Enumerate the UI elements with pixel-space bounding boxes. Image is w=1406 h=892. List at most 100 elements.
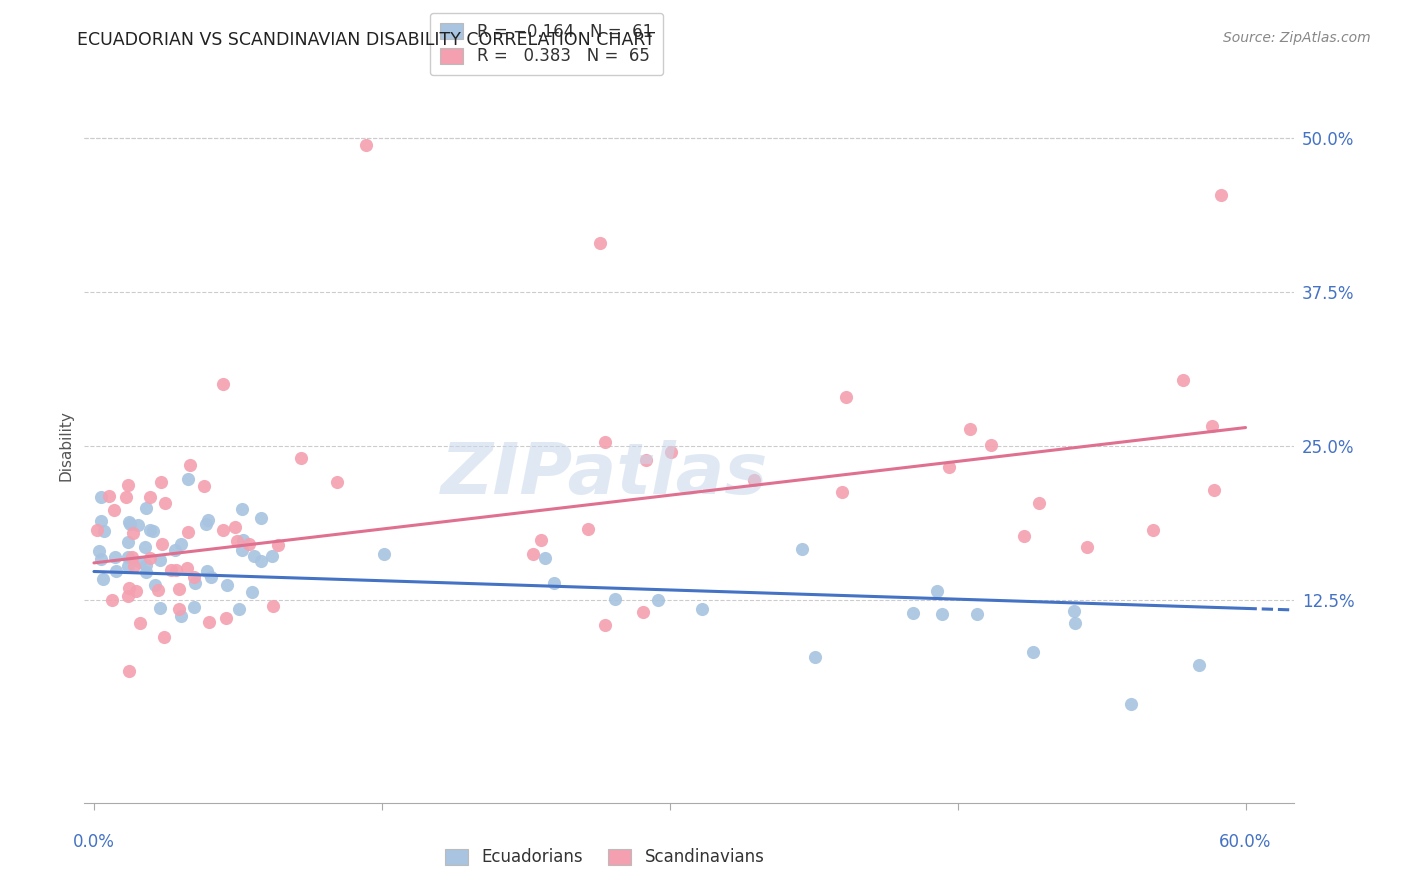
Point bbox=[170, 537, 193, 551]
Point bbox=[231, 501, 253, 516]
Point bbox=[225, 533, 247, 548]
Point bbox=[589, 235, 612, 250]
Point bbox=[101, 592, 124, 607]
Point bbox=[373, 547, 395, 561]
Point bbox=[522, 547, 544, 561]
Point bbox=[117, 535, 139, 549]
Point bbox=[966, 607, 988, 622]
Point bbox=[117, 665, 139, 679]
Point bbox=[530, 533, 553, 547]
Point bbox=[249, 554, 271, 568]
Point bbox=[240, 585, 263, 599]
Point bbox=[534, 550, 557, 565]
Point bbox=[217, 578, 239, 592]
Point bbox=[89, 544, 111, 558]
Point bbox=[603, 592, 626, 607]
Point bbox=[90, 514, 112, 528]
Point bbox=[1063, 604, 1085, 618]
Point bbox=[659, 445, 682, 459]
Point bbox=[250, 511, 273, 525]
Point bbox=[835, 390, 858, 404]
Point bbox=[142, 524, 165, 538]
Point bbox=[197, 514, 219, 528]
Point bbox=[267, 538, 290, 552]
Point bbox=[938, 459, 960, 474]
Point bbox=[150, 475, 173, 489]
Point bbox=[117, 549, 139, 564]
Point bbox=[792, 541, 814, 556]
Point bbox=[290, 450, 312, 465]
Point bbox=[224, 520, 246, 534]
Point bbox=[931, 607, 953, 621]
Point bbox=[260, 549, 283, 563]
Point bbox=[143, 577, 166, 591]
Point bbox=[243, 549, 266, 563]
Point bbox=[149, 552, 172, 566]
Point bbox=[543, 575, 565, 590]
Point bbox=[115, 490, 138, 504]
Point bbox=[959, 422, 981, 436]
Point bbox=[232, 533, 254, 547]
Y-axis label: Disability: Disability bbox=[58, 410, 73, 482]
Point bbox=[103, 503, 125, 517]
Point bbox=[134, 540, 156, 554]
Text: 0.0%: 0.0% bbox=[73, 833, 115, 851]
Point bbox=[176, 561, 198, 575]
Point bbox=[150, 537, 173, 551]
Point bbox=[127, 517, 149, 532]
Point bbox=[91, 572, 114, 586]
Point bbox=[831, 485, 853, 500]
Point bbox=[128, 555, 150, 569]
Point bbox=[595, 435, 617, 450]
Point bbox=[118, 582, 141, 596]
Point bbox=[167, 602, 190, 616]
Point bbox=[139, 490, 162, 504]
Point bbox=[122, 559, 145, 574]
Point bbox=[93, 524, 115, 538]
Point bbox=[576, 522, 599, 536]
Legend: Ecuadorians, Scandinavians: Ecuadorians, Scandinavians bbox=[436, 840, 773, 875]
Point bbox=[634, 453, 657, 467]
Point bbox=[125, 584, 148, 599]
Point bbox=[183, 570, 205, 584]
Point bbox=[744, 473, 766, 487]
Point bbox=[231, 542, 253, 557]
Point bbox=[1173, 373, 1195, 387]
Point bbox=[690, 602, 713, 616]
Point bbox=[1201, 418, 1223, 433]
Point bbox=[804, 649, 827, 664]
Point bbox=[184, 576, 207, 591]
Point bbox=[128, 616, 150, 631]
Point bbox=[238, 537, 260, 551]
Point bbox=[1188, 657, 1211, 672]
Point bbox=[159, 563, 181, 577]
Point bbox=[90, 490, 112, 504]
Point bbox=[104, 549, 127, 564]
Point bbox=[198, 615, 221, 629]
Point bbox=[170, 608, 193, 623]
Point bbox=[135, 500, 157, 515]
Text: ZIPatlas: ZIPatlas bbox=[440, 440, 768, 509]
Point bbox=[647, 593, 669, 607]
Point bbox=[153, 496, 176, 510]
Point bbox=[262, 599, 284, 613]
Point bbox=[1028, 496, 1050, 510]
Point bbox=[117, 477, 139, 491]
Point bbox=[135, 565, 157, 579]
Point bbox=[211, 523, 233, 537]
Point bbox=[354, 137, 377, 152]
Point bbox=[200, 570, 222, 584]
Point bbox=[593, 617, 616, 632]
Point bbox=[90, 551, 112, 566]
Point bbox=[1022, 645, 1045, 659]
Point bbox=[163, 543, 186, 558]
Point bbox=[1209, 188, 1232, 202]
Point bbox=[215, 611, 238, 625]
Point bbox=[122, 526, 145, 541]
Point bbox=[183, 599, 205, 614]
Point bbox=[1064, 615, 1087, 630]
Point bbox=[1076, 540, 1098, 554]
Point bbox=[1202, 483, 1225, 497]
Point bbox=[1119, 698, 1142, 712]
Point bbox=[980, 438, 1002, 452]
